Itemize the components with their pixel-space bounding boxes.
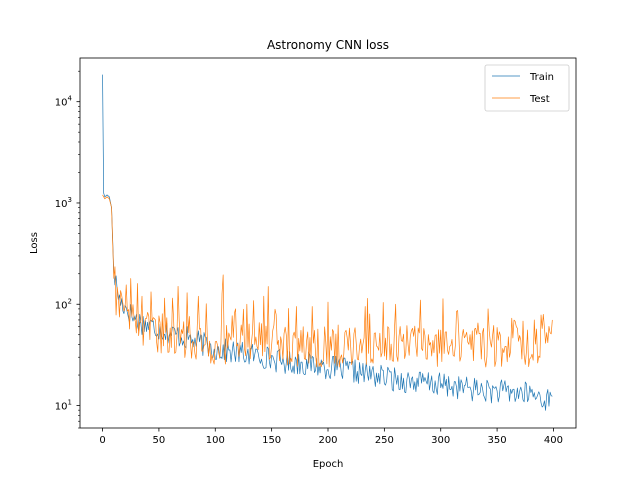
- legend: Train Test: [484, 64, 570, 112]
- legend-label-test: Test: [529, 94, 550, 105]
- x-axis: 0 50 100 150 200 250 300 350 400: [99, 428, 563, 446]
- x-tick-label: 300: [431, 435, 450, 446]
- series-line-test: [102, 194, 553, 368]
- series-line-train: [102, 74, 553, 411]
- y-axis-label: Loss: [29, 232, 40, 254]
- x-tick-label: 250: [375, 435, 394, 446]
- y-tick-label: 101: [55, 399, 72, 413]
- x-tick-label: 350: [488, 435, 507, 446]
- x-tick-label: 400: [544, 435, 563, 446]
- x-tick-label: 0: [99, 435, 105, 446]
- x-tick-label: 100: [206, 435, 225, 446]
- x-axis-label: Epoch: [313, 459, 344, 470]
- legend-label-train: Train: [529, 72, 554, 83]
- y-tick-label: 102: [55, 297, 72, 311]
- x-tick-label: 200: [318, 435, 337, 446]
- y-axis: 101 102 103 104: [55, 70, 80, 429]
- x-tick-label: 150: [262, 435, 281, 446]
- y-tick-label: 104: [55, 95, 73, 109]
- legend-box: [484, 64, 570, 112]
- chart-title: Astronomy CNN loss: [267, 38, 389, 52]
- y-tick-label: 103: [55, 196, 72, 210]
- x-tick-label: 50: [153, 435, 166, 446]
